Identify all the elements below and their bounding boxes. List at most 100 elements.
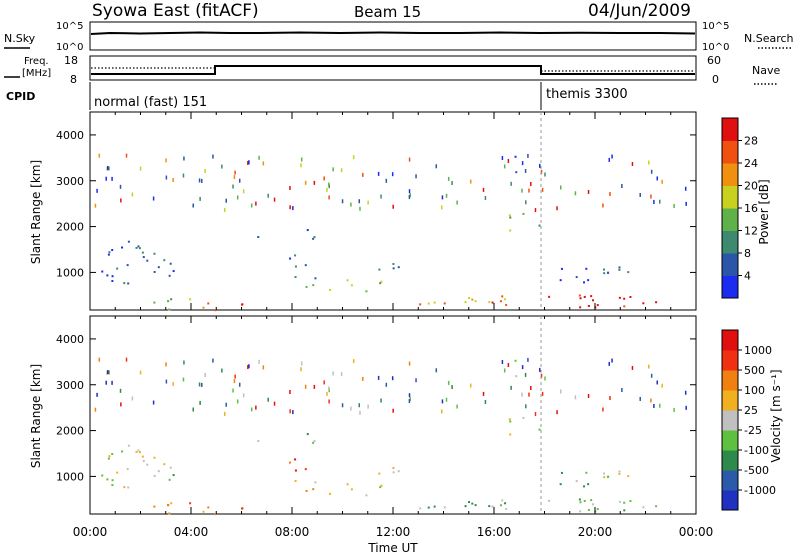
echo-cell: [578, 498, 581, 501]
echo-cell: [121, 450, 124, 453]
echo-cell: [107, 253, 110, 256]
colorbar-frame: [721, 329, 739, 511]
power-colorbar: 4 8 12 16 20 24 28: [721, 117, 758, 299]
echo-cell: [135, 246, 138, 249]
echo-cell: [488, 505, 491, 508]
echo-cell: [468, 501, 471, 504]
echo-cell: [108, 455, 111, 458]
echo-cell: [525, 404, 527, 409]
echo-cell: [578, 294, 581, 297]
echo-cell: [153, 252, 156, 255]
colorbar-tick-label: 100: [744, 384, 765, 397]
echo-cell: [392, 267, 395, 270]
cpid-segment-1: normal (fast) 151: [94, 95, 207, 110]
echo-cell: [111, 453, 114, 456]
echo-cell: [233, 175, 236, 180]
echo-cell: [340, 168, 343, 173]
nave-tick-bottom: 0: [712, 73, 719, 86]
echo-cell: [289, 185, 291, 190]
echo-cell: [653, 403, 655, 408]
echo-cell: [167, 300, 170, 303]
echo-cell: [684, 390, 687, 395]
echo-cell: [153, 270, 156, 273]
echo-cell: [312, 237, 315, 240]
echo-cell: [221, 164, 223, 169]
echo-cell: [590, 499, 593, 502]
echo-cell: [521, 392, 523, 397]
echo-cell: [323, 380, 325, 385]
echo-cell: [471, 298, 474, 301]
nsky-tick-bottom: 10^0: [56, 42, 83, 53]
beam-title: Beam 15: [354, 3, 421, 21]
echo-cell: [167, 504, 170, 507]
colorbar-swatch: [722, 275, 738, 299]
colorbar-swatch: [722, 230, 738, 254]
freq-panel: Freq. [MHz] 18 8 60 0 Nave: [4, 54, 780, 86]
nsky-tick-top: 10^5: [56, 21, 83, 32]
echo-cell: [538, 224, 541, 227]
echo-cell: [367, 200, 369, 205]
echo-cell: [168, 274, 171, 277]
echo-cell: [509, 216, 512, 219]
echo-cell: [326, 187, 328, 192]
echo-cell: [214, 309, 217, 312]
echo-cell: [650, 373, 653, 378]
echo-cell: [234, 170, 236, 175]
echo-cell: [233, 379, 236, 384]
colorbar-swatch: [722, 118, 738, 141]
echo-cell: [313, 384, 316, 389]
echo-cell: [201, 178, 203, 183]
echo-cell: [350, 202, 352, 207]
echo-cell: [202, 306, 205, 309]
echo-cell: [621, 388, 623, 393]
echo-cell: [380, 398, 382, 403]
y-tick-label: 1000: [56, 470, 84, 483]
echo-cell: [579, 510, 582, 513]
echo-cell: [238, 382, 241, 387]
echo-cell: [108, 251, 111, 254]
echo-cell: [172, 474, 175, 477]
echo-cell: [111, 380, 113, 385]
echo-cell: [289, 205, 291, 210]
echo-cell: [433, 505, 436, 508]
echo-cell: [380, 194, 382, 199]
echo-cell: [560, 471, 563, 474]
echo-cell: [359, 410, 361, 415]
echo-cell: [289, 257, 292, 260]
colorbar-tick-label: 12: [744, 225, 758, 238]
echo-cell: [139, 166, 142, 171]
echo-cell: [312, 284, 315, 287]
echo-cell: [365, 494, 368, 497]
echo-cell: [358, 403, 361, 408]
echo-cell: [94, 203, 97, 208]
echo-cell: [182, 377, 185, 382]
echo-cell: [427, 302, 430, 305]
echo-cell: [574, 191, 577, 196]
echo-cell: [119, 184, 122, 189]
colorbar-swatch: [722, 140, 738, 164]
echo-cell: [527, 357, 529, 362]
echo-cell: [623, 509, 626, 512]
echo-cell: [234, 374, 236, 379]
nsearch-tick-bottom: 10^0: [702, 42, 729, 53]
colorbar-swatch: [722, 163, 738, 186]
echo-cell: [596, 304, 599, 307]
echo-cell: [304, 468, 307, 471]
echo-cell: [105, 380, 107, 385]
echo-cell: [392, 471, 395, 474]
echo-cell: [379, 282, 382, 285]
echo-cell: [380, 484, 383, 487]
echo-cell: [341, 199, 344, 204]
echo-cell: [300, 163, 302, 168]
echo-cell: [415, 174, 417, 179]
echo-cell: [392, 467, 395, 470]
echo-cell: [378, 472, 381, 475]
freq-tick-top: 18: [64, 54, 78, 67]
echo-cell: [629, 500, 632, 503]
echo-cell: [153, 456, 156, 459]
echo-cell: [131, 192, 134, 197]
echo-cell: [447, 380, 450, 385]
echo-cell: [585, 471, 588, 474]
echo-cell: [623, 501, 626, 504]
colorbar-swatch: [722, 430, 738, 451]
